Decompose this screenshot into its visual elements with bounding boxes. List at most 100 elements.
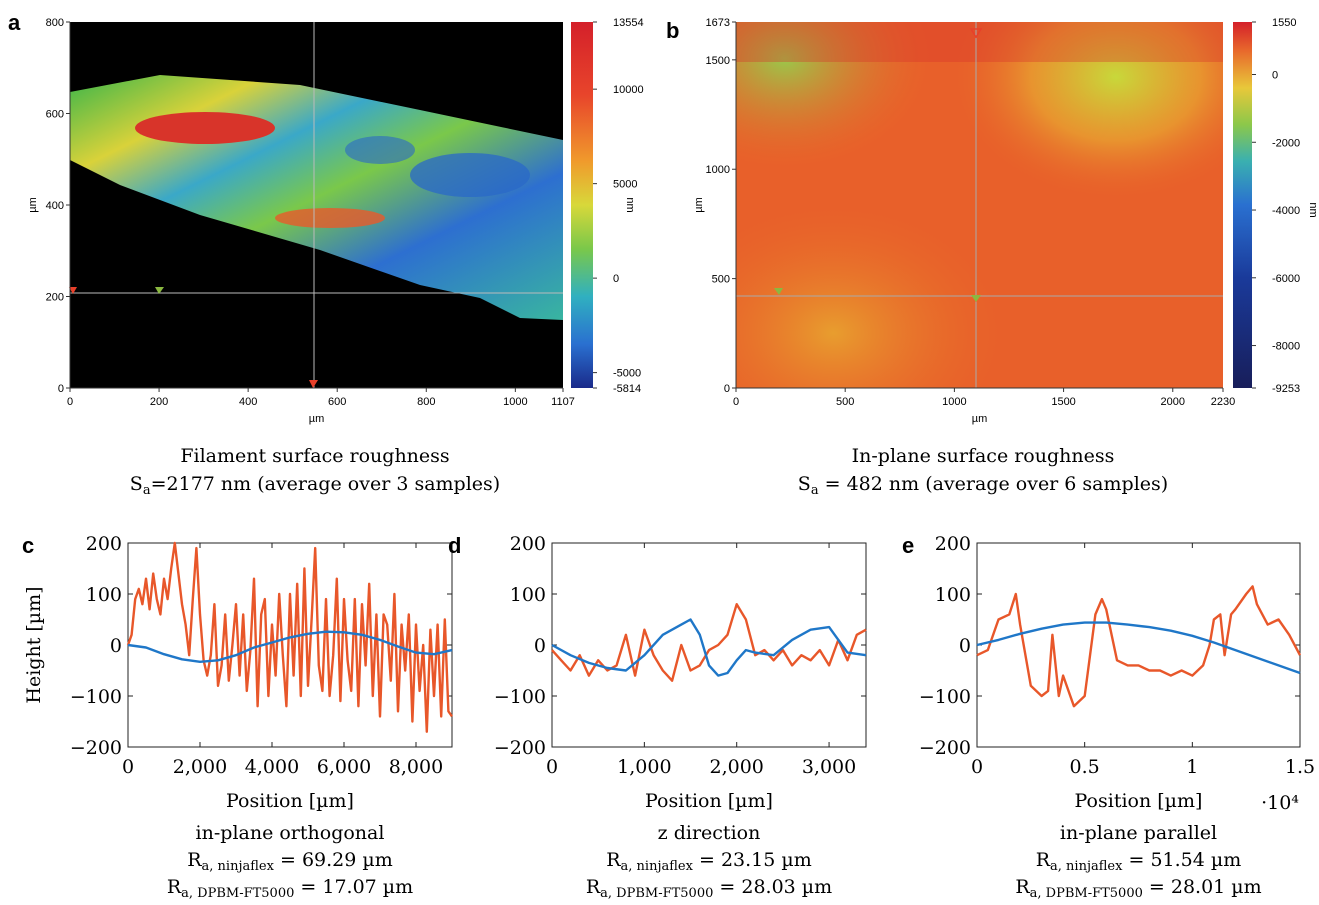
panel-c: c 0 2,000 4,000 6,000 8,000 −200 −100 0 100 200 Pos…: [22, 533, 453, 901]
x-tick-label: 0: [546, 756, 558, 778]
y-tick-label: 200: [935, 533, 971, 555]
y-tick-label: 0: [959, 635, 971, 657]
y-axis-unit: µm: [27, 197, 39, 213]
x-tick-label: 0: [122, 756, 134, 778]
series-line-blue: [551, 618, 867, 677]
x-tick-label: 1500: [1051, 396, 1075, 408]
x-tick-label: 200: [150, 396, 168, 408]
x-tick-label: 6,000: [317, 756, 371, 778]
y-tick-label: −200: [494, 737, 546, 759]
colorbar-tick-label: 5000: [613, 179, 637, 191]
caption-title: z direction: [658, 822, 761, 844]
y-tick-label: 1000: [706, 164, 730, 176]
x-tick-label: 2,000: [173, 756, 227, 778]
x-axis-label: Position [µm]: [645, 790, 773, 812]
x-axis-label: Position [µm]: [1075, 790, 1203, 812]
y-tick-label: 100: [86, 584, 122, 606]
x-tick-label: 1000: [942, 396, 966, 408]
series-line-blue: [976, 621, 1301, 675]
caption-sa-b: Sa = 482 nm (average over 6 samples): [798, 473, 1168, 498]
x-tick-label: 800: [417, 396, 435, 408]
panel-letter-c: c: [22, 533, 34, 558]
caption-title: in-plane orthogonal: [196, 822, 385, 844]
x-tick-label: 400: [239, 396, 257, 408]
y-tick-label: −200: [919, 737, 971, 759]
x-tick-label: 1,000: [617, 756, 671, 778]
x-axis-label: Position [µm]: [226, 790, 354, 812]
colorbar-tick-label: 10000: [613, 84, 644, 96]
y-tick-label: 200: [86, 533, 122, 555]
x-tick-label: 1.5: [1285, 756, 1315, 778]
colorbar-tick-label: 0: [613, 273, 619, 285]
y-tick-label: 0: [534, 635, 546, 657]
y-tick-label: 600: [46, 109, 64, 121]
caption-ra: Ra, DPBM-FT5000 = 28.01 µm: [1015, 876, 1261, 901]
colorbar-tick-label: -2000: [1272, 137, 1300, 149]
colorbar-tick-label: -8000: [1272, 341, 1300, 353]
y-tick-label: 500: [712, 274, 730, 286]
caption-title-b: In-plane surface roughness: [852, 445, 1115, 467]
marker-triangle: [69, 287, 77, 294]
caption-ra: Ra, DPBM-FT5000 = 17.07 µm: [167, 876, 413, 901]
x-tick-label: 0.5: [1070, 756, 1100, 778]
marker-triangle: [309, 380, 318, 388]
x-axis-unit: µm: [309, 413, 325, 425]
caption-ra: Ra, ninjaflex = 51.54 µm: [1036, 849, 1242, 874]
y-tick-label: 1500: [706, 55, 730, 67]
caption-b: In-plane surface roughness Sa = 482 nm (…: [798, 445, 1168, 498]
x-tick-label: 500: [836, 396, 854, 408]
colorbar-tick-label: 0: [1272, 70, 1278, 82]
panel-e: e 0 0.5 1 1.5 −200 −100 0 100 200 Position [µm] ·10…: [902, 533, 1315, 901]
x-tick-label: 1107: [551, 396, 575, 408]
colorbar-tick-label: -9253: [1272, 383, 1300, 395]
y-tick-label: 400: [46, 200, 64, 212]
y-tick-label: −200: [70, 737, 122, 759]
x-axis-unit: µm: [972, 413, 988, 425]
panel-d: d 0 1,000 2,000 3,000 −200 −100 0 100 200 Position…: [448, 533, 867, 901]
y-tick-label: 0: [110, 635, 122, 657]
colorbar-unit-b: nm: [1307, 202, 1319, 217]
filament-red-band: [135, 112, 275, 144]
x-tick-label: 8,000: [389, 756, 443, 778]
colorbar-unit-a: nm: [624, 197, 636, 212]
plot-frame: [551, 542, 867, 748]
colorbar-tick-label: 13554: [613, 17, 644, 29]
x-tick-label: 0: [971, 756, 983, 778]
marker-triangle: [774, 288, 783, 295]
y-tick-label: 1673: [706, 17, 730, 29]
series-line-blue: [127, 630, 453, 663]
colorbar-tick-label: -5000: [613, 368, 641, 380]
y-tick-label: −100: [70, 686, 122, 708]
y-tick-label: 800: [46, 17, 64, 29]
caption-title: in-plane parallel: [1060, 822, 1217, 844]
y-tick-label: 100: [935, 584, 971, 606]
x-tick-label: 0: [67, 396, 73, 408]
caption-a: Filament surface roughness Sa=2177 nm (a…: [130, 445, 500, 498]
panel-b: b 0 500 1000 1500 2000 2230 0 500 1000 1500 1673 µm…: [666, 17, 1319, 425]
y-tick-label: −100: [494, 686, 546, 708]
colorbar-a: [571, 22, 593, 388]
x-tick-label: 1: [1186, 756, 1198, 778]
y-tick-label: 0: [58, 383, 64, 395]
x-tick-label: 2,000: [710, 756, 764, 778]
x-tick-label: 0: [733, 396, 739, 408]
x-tick-label: 1000: [503, 396, 527, 408]
y-tick-label: −100: [919, 686, 971, 708]
caption-ra: Ra, ninjaflex = 69.29 µm: [187, 849, 393, 874]
series-line-orange: [976, 585, 1302, 708]
marker-triangle: [971, 295, 981, 302]
marker-triangle: [969, 28, 983, 39]
panel-letter-d: d: [448, 533, 461, 558]
x-tick-label: 2230: [1211, 396, 1235, 408]
colorbar-tick-label: -4000: [1272, 205, 1300, 217]
series-line-orange: [551, 603, 867, 682]
caption-ra: Ra, ninjaflex = 23.15 µm: [606, 849, 812, 874]
panel-letter-e: e: [902, 533, 914, 558]
y-tick-label: 0: [724, 383, 730, 395]
y-axis-unit: µm: [693, 197, 705, 213]
x-axis-multiplier: ·10⁴: [1261, 792, 1299, 814]
caption-title-a: Filament surface roughness: [180, 445, 449, 467]
colorbar-tick-label: -5814: [613, 383, 641, 395]
x-tick-label: 600: [328, 396, 346, 408]
